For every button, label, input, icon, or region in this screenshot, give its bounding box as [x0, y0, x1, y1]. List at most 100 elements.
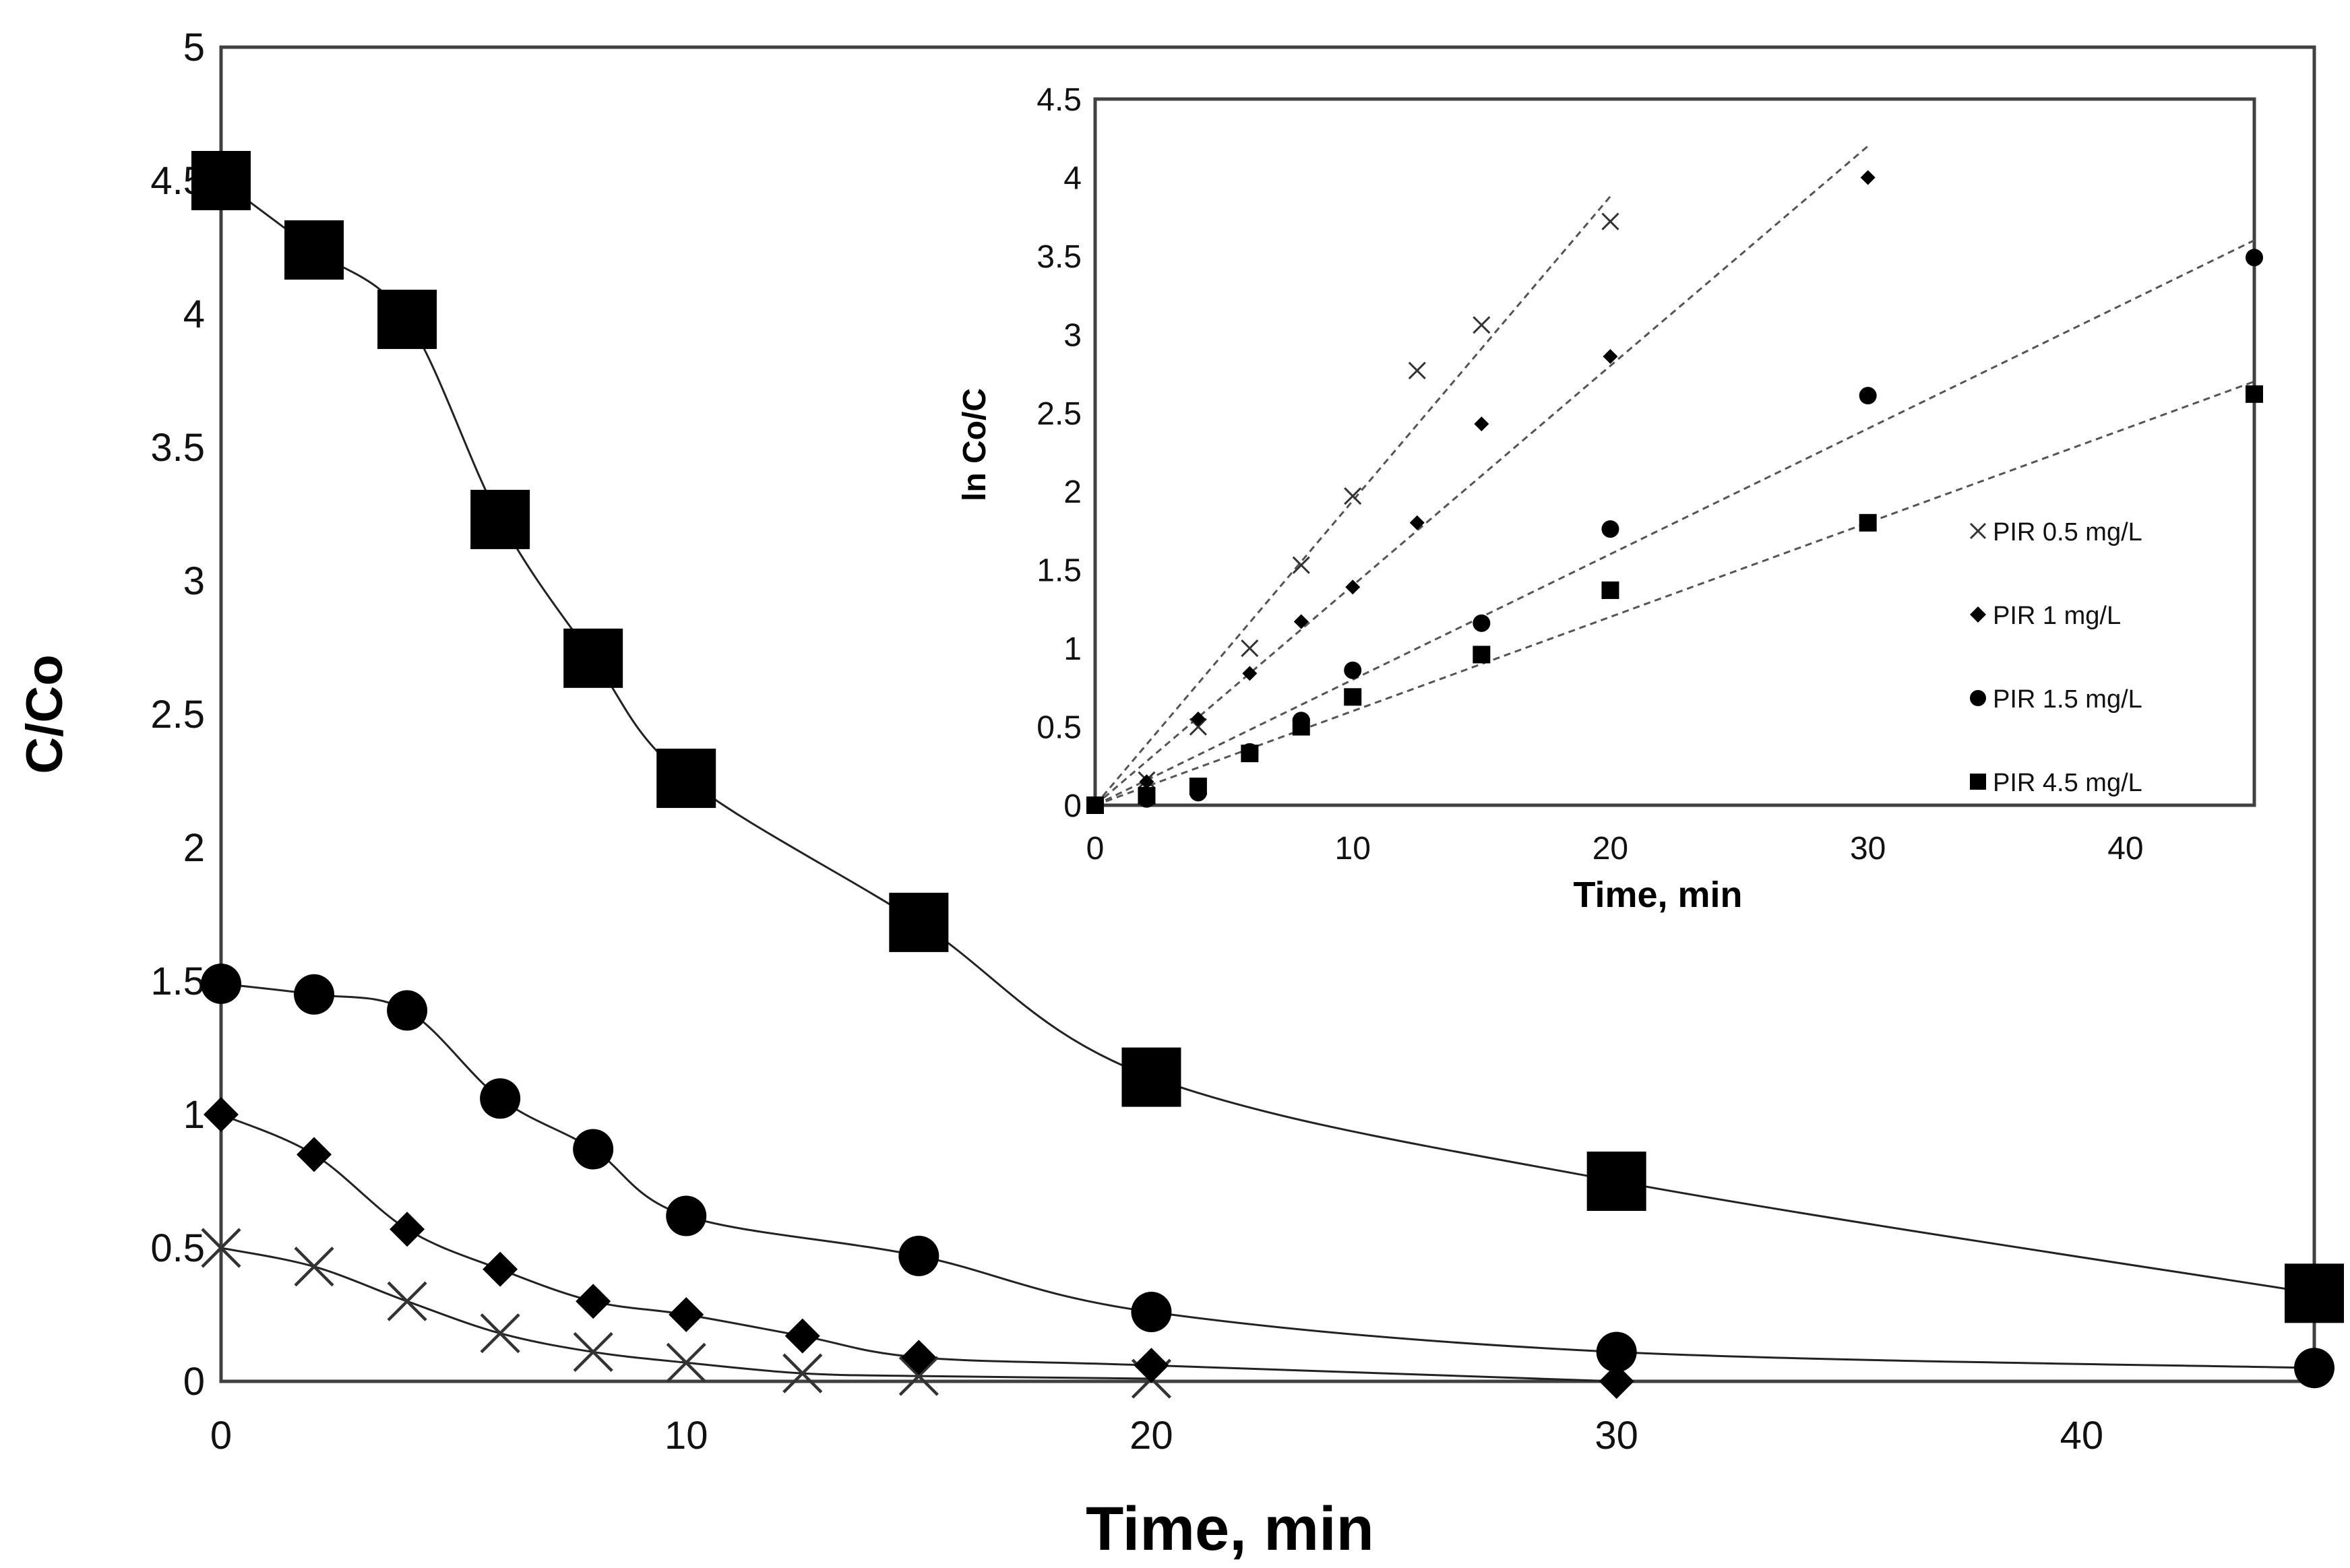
inset-x-axis-label: Time, min	[1573, 875, 1742, 915]
inset-data-point	[1601, 581, 1619, 599]
main-series-line	[220, 1113, 1617, 1383]
inset-data-point	[1344, 688, 1362, 706]
inset-x-tick-label: 20	[1593, 831, 1628, 867]
main-y-tick-label: 0	[183, 1360, 205, 1404]
main-data-point	[1599, 1364, 1634, 1399]
main-data-point	[669, 1297, 704, 1332]
main-y-tick-label: 1.5	[150, 960, 205, 1003]
main-x-axis-label: Time, min	[1086, 1495, 1374, 1563]
main-data-point	[483, 1251, 518, 1287]
inset-data-point	[1409, 515, 1425, 530]
inset-data-point	[1086, 796, 1104, 814]
main-y-tick-label: 2	[183, 826, 205, 870]
main-x-tick-label: 10	[664, 1414, 708, 1457]
main-data-point	[1596, 1331, 1637, 1373]
inset-legend: PIR 0.5 mg/L PIR 1 mg/L PIR 1.5 mg/L PIR 4.…	[1969, 518, 2142, 797]
inset-y-tick-label: 2.5	[1037, 396, 1082, 432]
inset-data-point	[1139, 774, 1154, 790]
main-data-point	[1131, 1292, 1172, 1333]
main-y-tick-label: 3	[183, 559, 205, 603]
main-data-point	[470, 489, 530, 549]
inset-data-point	[1292, 556, 1310, 574]
main-data-point	[1121, 1047, 1181, 1107]
legend-marker	[1969, 522, 1987, 540]
inset-y-tick-label: 1.5	[1037, 553, 1082, 589]
inset-x-tick-label: 10	[1335, 831, 1371, 867]
inset-data-point	[1473, 646, 1491, 664]
inset-y-tick-label: 0	[1063, 788, 1082, 824]
legend-marker	[1970, 606, 1986, 623]
main-data-point	[204, 1097, 239, 1132]
inset-y-tick-label: 1	[1063, 631, 1082, 667]
main-series-line	[220, 982, 2315, 1369]
legend-marker	[1970, 774, 1986, 790]
inset-trendline	[1094, 145, 1869, 807]
main-data-point	[898, 1356, 939, 1396]
inset-data-point	[2246, 385, 2263, 403]
main-data-point	[2285, 1263, 2344, 1323]
inset-plot-frame	[1093, 97, 2256, 807]
inset-y-axis-label: ln Co/C	[957, 388, 993, 501]
main-y-tick-label: 5	[183, 26, 205, 69]
main-data-point	[666, 1342, 706, 1383]
inset-data-point	[1189, 718, 1207, 736]
inset-y-tick-label: 3	[1063, 317, 1082, 353]
main-data-point	[480, 1078, 521, 1119]
inset-data-point	[1473, 614, 1491, 632]
inset-data-point	[2246, 249, 2263, 267]
main-x-tick-label: 20	[1130, 1414, 1173, 1457]
main-data-point	[656, 749, 716, 809]
inset-y-tick-label: 4.5	[1037, 82, 1082, 118]
main-data-point	[294, 1247, 334, 1287]
inset-data-point	[1601, 520, 1619, 538]
inset-trendline	[1094, 195, 1611, 806]
main-data-point	[480, 1313, 520, 1354]
main-data-point	[201, 1228, 241, 1268]
inset-data-point	[1292, 718, 1310, 736]
legend-label: PIR 1.5 mg/L	[1993, 685, 2142, 714]
inset-x-tick-label: 30	[1850, 831, 1886, 867]
main-y-tick-label: 0.5	[150, 1226, 205, 1270]
inset-x-tick-label: 40	[2107, 831, 2143, 867]
main-data-point	[294, 974, 335, 1015]
inset-data-point	[1859, 387, 1877, 405]
main-data-point	[297, 1137, 332, 1172]
main-x-tick-label: 40	[2060, 1414, 2104, 1457]
main-y-axis-label: C/Co	[16, 654, 73, 774]
main-data-point	[1134, 1348, 1169, 1383]
inset-data-point	[1293, 614, 1309, 629]
inset-y-tick-label: 4	[1063, 160, 1082, 196]
main-x-tick-label: 0	[210, 1414, 232, 1457]
legend-label: PIR 0.5 mg/L	[1993, 518, 2142, 546]
inset-y-tick-label: 0.5	[1037, 710, 1082, 746]
main-data-point	[1586, 1152, 1646, 1211]
inset-data-point	[1473, 316, 1491, 334]
inset-data-point	[1242, 666, 1258, 681]
inset-data-point	[1859, 513, 1877, 532]
inset-data-point	[1601, 212, 1619, 230]
legend-marker	[1970, 690, 1986, 706]
main-y-tick-label: 2.5	[150, 693, 205, 736]
main-data-point	[387, 1281, 427, 1321]
inset-data-point	[1345, 579, 1361, 595]
main-x-tick-label: 30	[1595, 1414, 1638, 1457]
inset-data-point	[1603, 348, 1618, 364]
main-y-tick-label: 1	[183, 1093, 205, 1137]
main-data-point	[563, 628, 623, 688]
main-data-point	[191, 151, 251, 210]
main-data-point	[377, 289, 437, 349]
inset-y-tick-label: 3.5	[1037, 239, 1082, 275]
main-data-point	[201, 963, 241, 1004]
legend-label: PIR 1 mg/L	[1993, 602, 2121, 630]
inset-x-tick-label: 0	[1086, 831, 1105, 867]
inset-background	[1095, 99, 2254, 805]
inset-data-point	[1344, 487, 1362, 505]
main-plot: 00.511.522.533.544.55 0 10 20 30 40 Time, mi…	[16, 26, 2344, 1563]
inset-y-tick-label: 2	[1063, 474, 1082, 510]
main-data-point	[784, 1318, 820, 1354]
inset-data-point	[1241, 745, 1259, 763]
inset-data-point	[1241, 639, 1259, 658]
inset-data-point	[1189, 778, 1207, 796]
main-y-tick-label: 3.5	[150, 426, 205, 470]
